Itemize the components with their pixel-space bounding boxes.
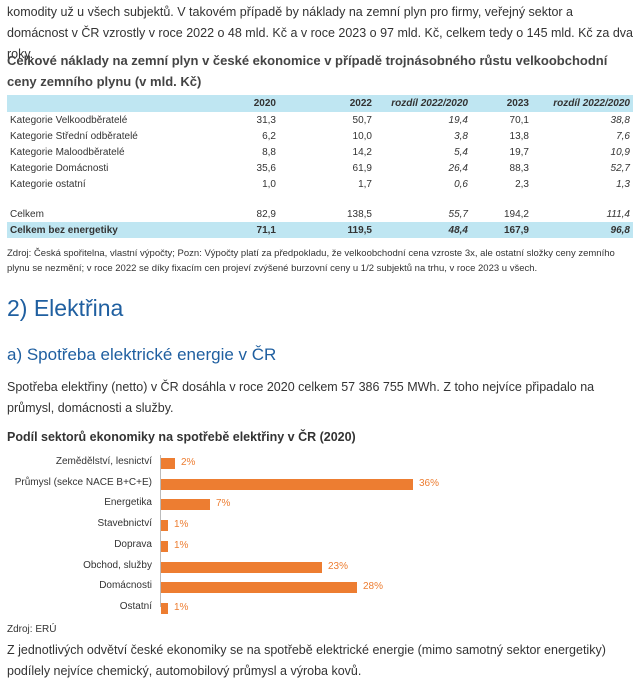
table-cell: 138,5	[346, 208, 372, 220]
table-cell: 52,7	[610, 162, 630, 174]
chart-axis	[160, 455, 161, 607]
table-cell: 2,3	[515, 178, 529, 190]
chart-value-label: 23%	[328, 560, 349, 572]
table-cell: 71,1	[213, 222, 279, 238]
chart-category-label: Stavebnictví	[97, 518, 152, 530]
table-header-cell: 2023	[471, 95, 532, 112]
table-cell: 7,6	[616, 130, 630, 142]
table-cell: 5,4	[454, 146, 468, 158]
table-cell: 1,0	[262, 178, 276, 190]
chart-category-label: Energetika	[104, 497, 152, 509]
table-row: Kategorie Domácnosti 35,6 61,9 26,4 88,3 52,7	[7, 160, 633, 176]
table-cell: 96,8	[532, 222, 633, 238]
table-header-cell: rozdíl 2022/2020	[375, 95, 471, 112]
table-cell: 61,9	[352, 162, 372, 174]
row-label: Kategorie ostatní	[10, 178, 86, 190]
table-row: Kategorie Střední odběratelé 6,2 10,0 3,8 13…	[7, 128, 633, 144]
table-cell: 119,5	[279, 222, 375, 238]
table-cell: 194,2	[503, 208, 529, 220]
chart-category-label: Zemědělství, lesnictví	[55, 456, 152, 467]
chart-category-label: Ostatní	[119, 600, 152, 612]
table-spacer	[7, 192, 633, 206]
chart-value-label: 7%	[216, 498, 231, 510]
chart-value-label: 36%	[419, 477, 440, 489]
table-row: Kategorie Velkoodběratelé 31,3 50,7 19,4 70,…	[7, 112, 633, 128]
chart-bar	[161, 520, 168, 532]
chart-bar	[161, 602, 168, 614]
row-label: Kategorie Velkoodběratelé	[10, 114, 128, 126]
row-label: Kategorie Maloodběratelé	[10, 146, 125, 158]
chart-bar	[161, 561, 322, 573]
row-label: Celkem bez energetiky	[7, 222, 213, 238]
table-cell: 10,0	[352, 130, 372, 142]
chart-value-label: 1%	[174, 519, 189, 531]
chart-bar	[161, 458, 175, 469]
row-label: Celkem	[10, 208, 44, 220]
table-header-cell	[7, 95, 213, 112]
table-cell: 38,8	[610, 114, 630, 126]
table-cell: 6,2	[262, 130, 276, 142]
table-cell: 31,3	[256, 114, 276, 126]
chart-value-label: 2%	[181, 457, 196, 468]
chart-source: Zdroj: ERÚ	[7, 624, 57, 635]
table-total-ex-energy-row: Celkem bez energetiky 71,1 119,5 48,4 167,9 9…	[7, 222, 633, 238]
table-cell: 88,3	[509, 162, 529, 174]
table-cell: 55,7	[448, 208, 468, 220]
chart-value-label: 28%	[363, 581, 384, 593]
consumption-paragraph: Spotřeba elektřiny (netto) v ČR dosáhla …	[7, 380, 595, 415]
row-label: Kategorie Střední odběratelé	[10, 130, 138, 142]
table-cell: 111,4	[606, 208, 630, 220]
table-cell: 82,9	[256, 208, 276, 220]
table-cell: 10,9	[610, 146, 630, 158]
chart-category-label: Domácnosti	[99, 580, 152, 592]
table-total-row: Celkem 82,9 138,5 55,7 194,2 111,4	[7, 206, 633, 222]
closing-paragraph: Z jednotlivých odvětví české ekonomiky s…	[7, 643, 606, 678]
table-cell: 0,6	[454, 178, 468, 190]
subsection-heading: a) Spotřeba elektrické energie v ČR	[7, 345, 277, 364]
table-cell: 167,9	[471, 222, 532, 238]
table-cell: 35,6	[256, 162, 276, 174]
table-cell: 14,2	[352, 146, 372, 158]
table-cell: 48,4	[375, 222, 471, 238]
table-cell: 8,8	[262, 146, 276, 158]
table-cell: 1,3	[616, 178, 630, 190]
table-header-cell: 2022	[279, 95, 375, 112]
intro-paragraph: komodity už u všech subjektů. V takovém …	[7, 5, 633, 61]
table-cell: 19,4	[448, 114, 468, 126]
chart-category-label: Obchod, služby	[83, 559, 152, 571]
table-header-cell: 2020	[213, 95, 279, 112]
row-label: Kategorie Domácnosti	[10, 162, 109, 174]
table-header-row: 2020 2022 rozdíl 2022/2020 2023 rozdíl 2…	[7, 95, 633, 112]
gas-cost-table: 2020 2022 rozdíl 2022/2020 2023 rozdíl 2…	[7, 95, 633, 238]
table-cell: 19,7	[509, 146, 529, 158]
table-cell: 1,7	[358, 178, 372, 190]
section-heading: 2) Elektřina	[7, 295, 124, 321]
chart-value-label: 1%	[174, 539, 189, 551]
chart-bar	[161, 478, 413, 490]
table-note: Zdroj: Česká spořitelna, vlastní výpočty…	[7, 248, 615, 274]
table-row: Kategorie Maloodběratelé 8,8 14,2 5,4 19,7 10…	[7, 144, 633, 160]
table-cell: 70,1	[509, 114, 529, 126]
chart-bar	[161, 582, 357, 594]
table-cell: 13,8	[509, 130, 529, 142]
chart-title: Podíl sektorů ekonomiky na spotřebě elek…	[7, 430, 356, 444]
chart-bar	[161, 540, 168, 552]
chart-value-label: 1%	[174, 601, 189, 613]
table-row: Kategorie ostatní 1,0 1,7 0,6 2,3 1,3	[7, 176, 633, 192]
table-header-cell: rozdíl 2022/2020	[532, 95, 633, 112]
table-title: Celkové náklady na zemní plyn v české ek…	[7, 53, 608, 89]
table-cell: 50,7	[352, 114, 372, 126]
chart-category-label: Průmysl (sekce NACE B+C+E)	[14, 476, 152, 488]
table-cell: 3,8	[454, 130, 468, 142]
chart-category-label: Doprava	[114, 538, 152, 550]
chart-bar	[161, 499, 210, 511]
table-cell: 26,4	[448, 162, 468, 174]
